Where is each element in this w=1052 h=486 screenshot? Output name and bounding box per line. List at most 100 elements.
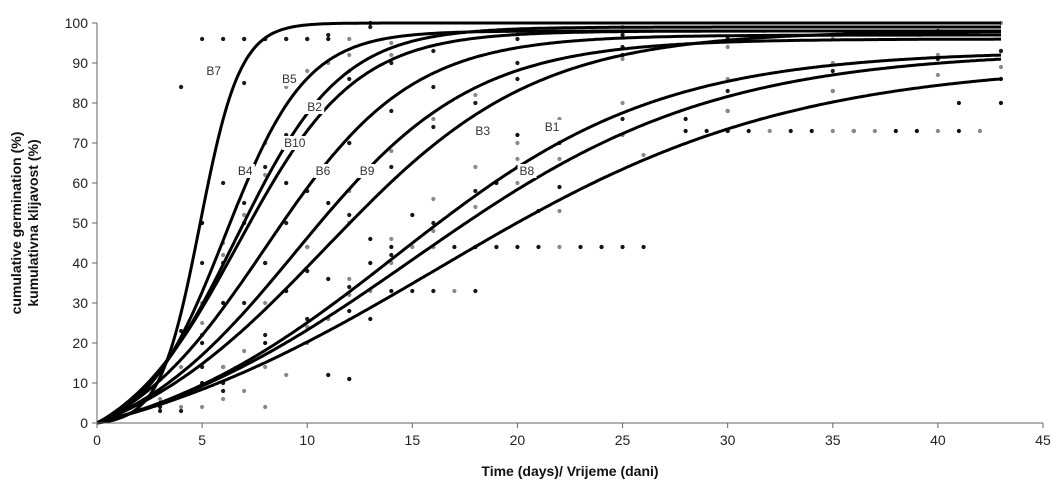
series-data-point: [347, 284, 352, 290]
scatter-point: [956, 128, 962, 134]
scatter-point: [326, 372, 331, 378]
scatter-point: [515, 156, 520, 162]
curve-label-background: [357, 164, 377, 178]
series-data-point: [431, 196, 436, 202]
scatter-point: [515, 132, 520, 138]
curve-label-background: [204, 64, 224, 78]
curve-label-b9: B9: [360, 164, 375, 178]
curve-label-background: [305, 100, 325, 114]
scatter-point: [809, 128, 814, 134]
scatter-point: [242, 388, 247, 394]
series-data-point: [221, 388, 226, 394]
y-tick-label: 40: [72, 255, 88, 271]
curve-label-background: [282, 136, 309, 150]
curve-label-b4: B4: [238, 164, 253, 178]
x-tick-label: 0: [93, 432, 101, 448]
scatter-point: [410, 212, 415, 218]
fitted-curve-b8: [96, 77, 1002, 425]
scatter-point: [557, 208, 562, 214]
series-data-point: [157, 408, 163, 414]
series-data-point: [178, 404, 184, 410]
curve-label-b10: B10: [284, 136, 306, 150]
series-data-point: [998, 48, 1004, 54]
series-data-point: [178, 84, 184, 90]
series-data-point: [473, 164, 478, 170]
series-data-point: [620, 32, 625, 38]
series-data-point: [221, 396, 226, 402]
series-data-point: [389, 236, 394, 242]
curve-label-b5: B5: [282, 72, 297, 86]
series-data-point: [263, 172, 268, 178]
series-data-point: [305, 244, 310, 250]
scatter-point: [830, 128, 835, 134]
series-data-point: [515, 36, 520, 42]
series-data-point: [515, 60, 520, 66]
scatter-point: [956, 100, 962, 106]
curve-label-background: [313, 164, 333, 178]
y-tick-label: 70: [72, 135, 88, 151]
series-data-point: [620, 56, 625, 62]
series-data-point: [515, 140, 520, 146]
series-data-point: [725, 44, 730, 50]
y-tick-label: 60: [72, 175, 88, 191]
scatter-point: [935, 128, 940, 134]
series-data-point: [242, 80, 247, 86]
fitted-curve-b1: [96, 57, 1002, 425]
scatter-point: [641, 152, 646, 158]
y-axis-title-line-2: kumulativna klijavost (%): [25, 139, 41, 306]
x-axis-title: Time (days)/ Vrijeme (dani): [481, 463, 658, 479]
series-data-point: [389, 252, 394, 258]
series-data-point: [389, 164, 394, 170]
series-data-point: [263, 164, 268, 170]
series-data-point: [305, 316, 310, 322]
scatter-point: [326, 200, 331, 206]
series-data-point: [242, 200, 247, 206]
series-data-point: [725, 88, 730, 94]
scatter-point: [683, 116, 688, 122]
scatter-point: [200, 340, 205, 346]
curve-label-b2: B2: [307, 100, 322, 114]
scatter-point: [452, 288, 457, 294]
series-data-point: [935, 72, 940, 78]
series-data-point: [389, 52, 394, 58]
scatter-point: [473, 288, 478, 294]
series-data-point: [221, 180, 226, 186]
scatter-point: [977, 128, 983, 134]
scatter-point: [557, 244, 562, 250]
series-data-point: [725, 108, 730, 114]
series-data-point: [242, 300, 247, 306]
series-data-point: [347, 52, 352, 58]
scatter-point: [578, 244, 583, 250]
axes-layer: 0 10 20 30 40 50 60 70 80 90 100 0 5 10 15 20 25 30 35 40 45: [65, 15, 1051, 448]
series-data-point: [242, 36, 247, 42]
scatter-point: [872, 128, 877, 134]
series-data-point: [347, 140, 352, 146]
scatter-point: [767, 128, 772, 134]
series-data-point: [515, 180, 520, 186]
scatter-point: [536, 244, 541, 250]
series-data-point: [200, 320, 205, 326]
curve-label-background: [279, 72, 299, 86]
scatter-point: [683, 128, 688, 134]
series-data-point: [620, 116, 625, 122]
scatter-point: [557, 184, 562, 190]
scatter-point: [704, 128, 709, 134]
series-data-point: [431, 116, 436, 122]
series-data-point: [263, 332, 268, 338]
series-data-point: [221, 252, 226, 258]
curve-label-background: [517, 164, 537, 178]
series-data-point: [200, 404, 205, 410]
series-data-point: [157, 396, 163, 402]
y-tick-label: 10: [72, 375, 88, 391]
scatter-point: [620, 244, 625, 250]
series-data-point: [178, 364, 184, 370]
y-tick-label: 30: [72, 295, 88, 311]
series-data-point: [326, 32, 331, 38]
fitted-curve-b9: [96, 30, 1001, 425]
series-data-point: [620, 100, 625, 106]
series-data-point: [557, 156, 562, 162]
scatter-point: [410, 244, 415, 250]
series-data-point: [431, 228, 436, 234]
scatter-point: [494, 244, 499, 250]
scatter-point: [452, 244, 457, 250]
